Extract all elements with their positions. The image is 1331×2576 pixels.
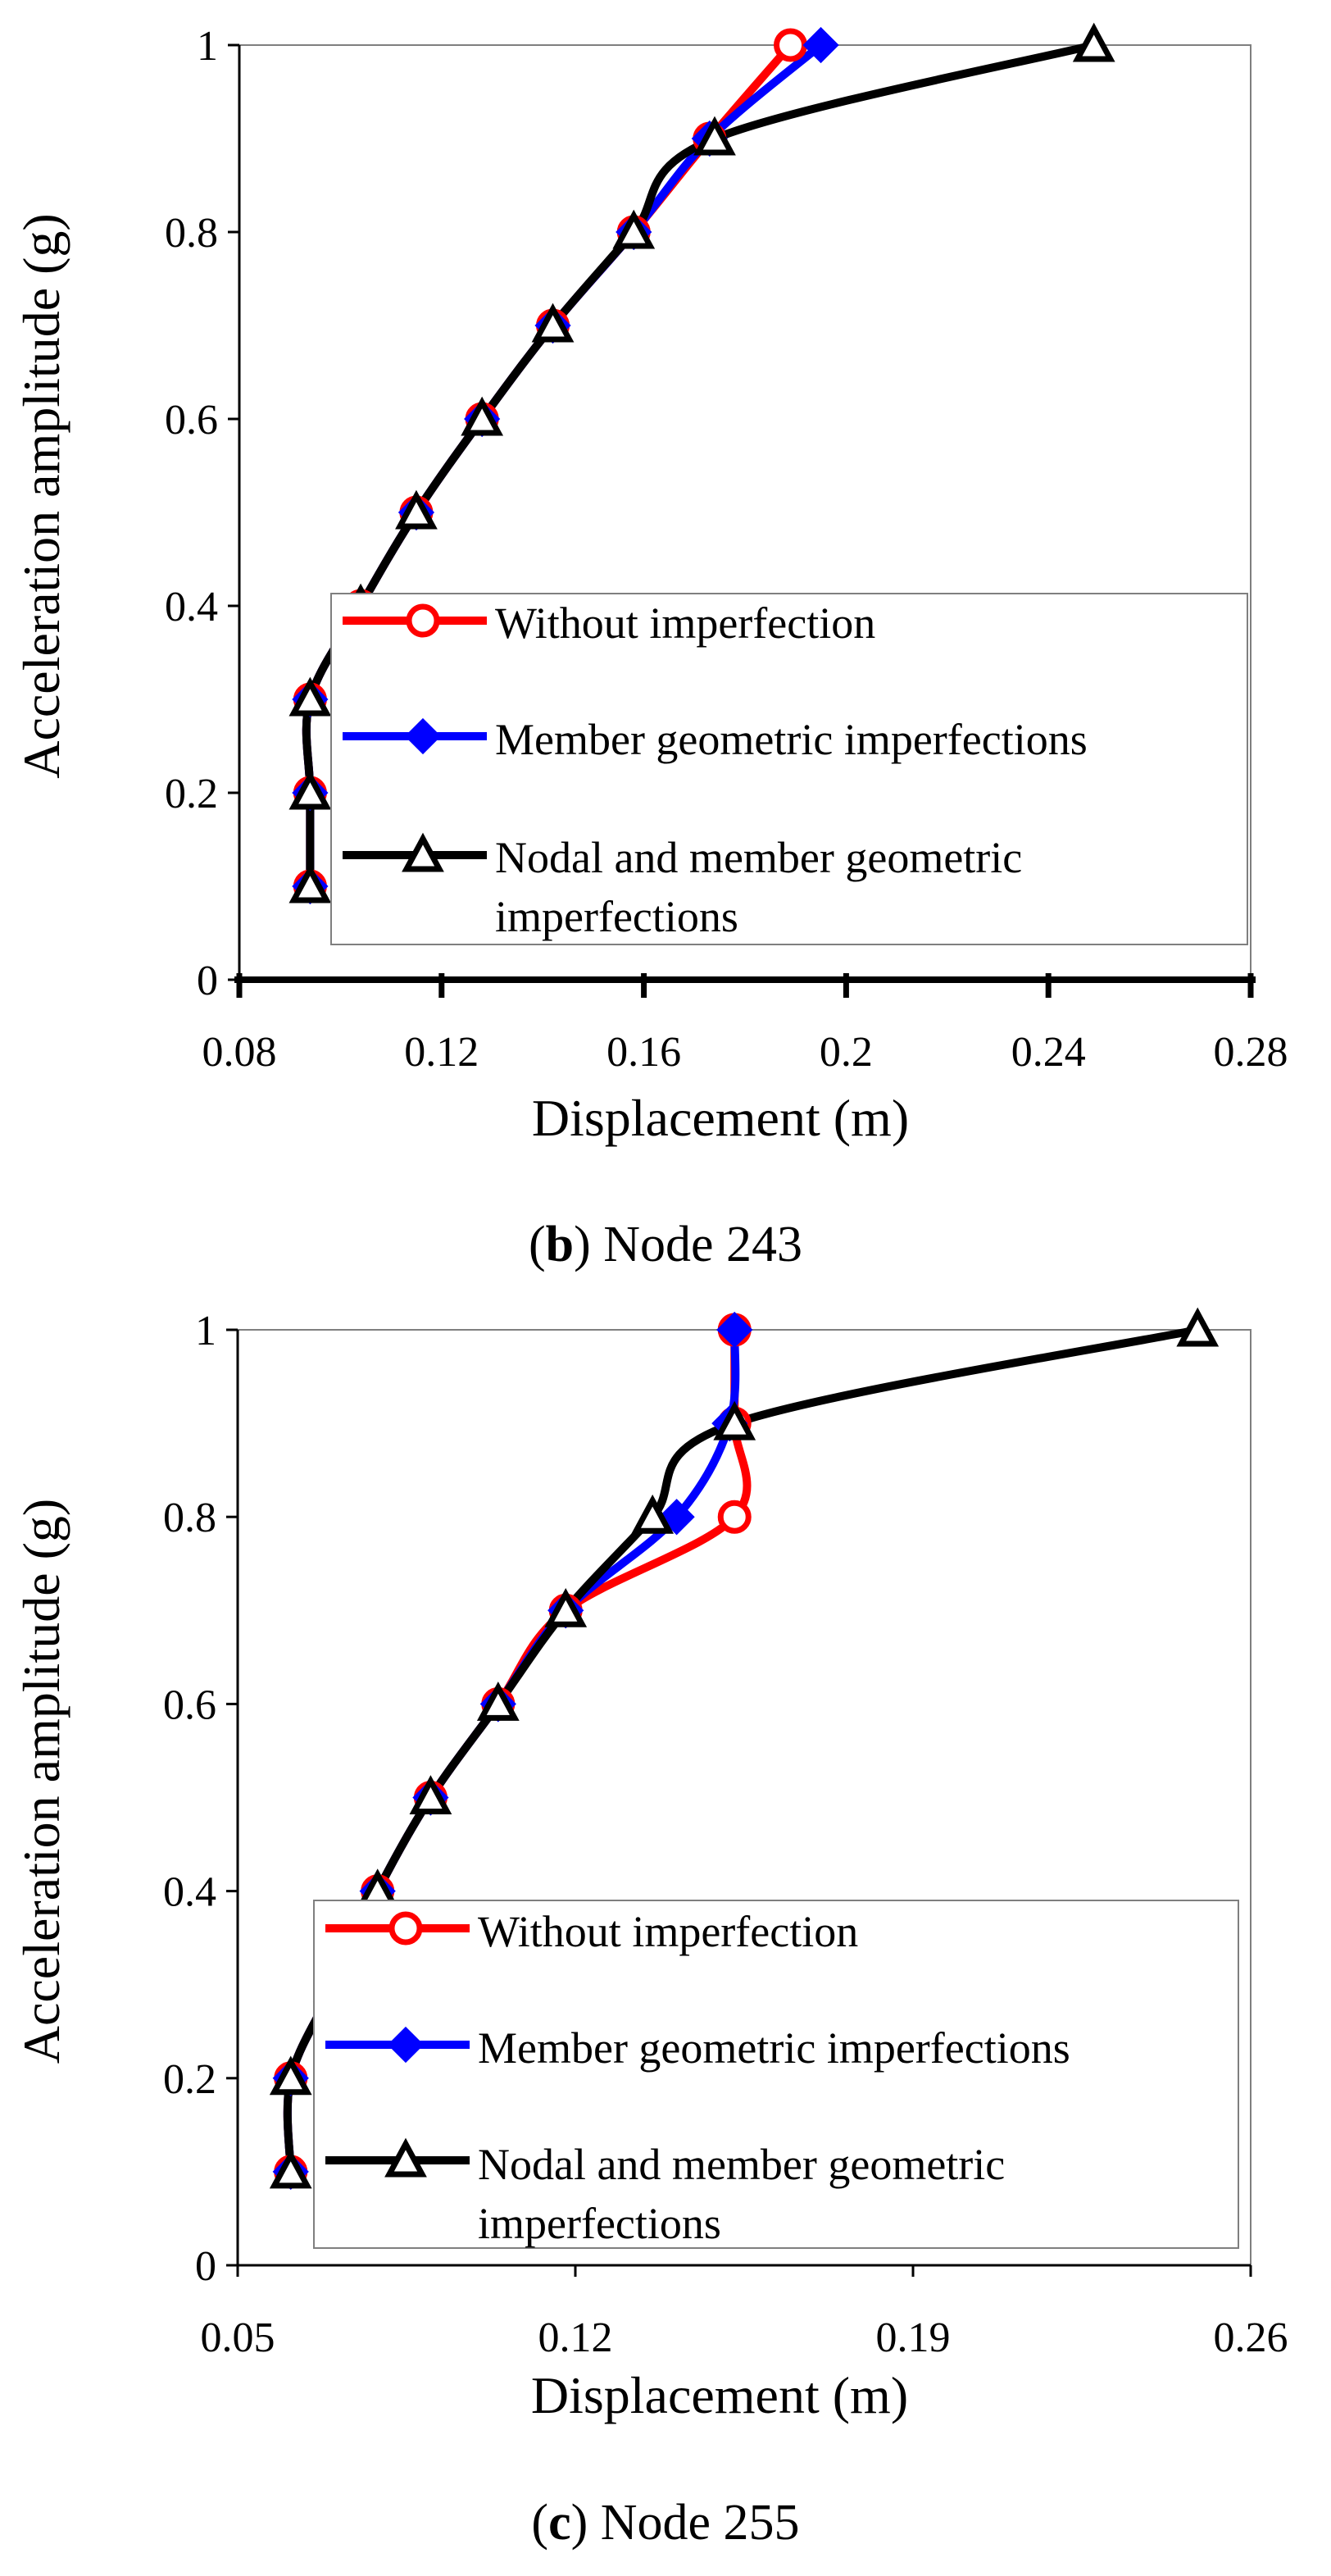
panel-caption: (c) Node 255 — [531, 2495, 799, 2551]
caption-paren-close: ) — [571, 2495, 601, 2551]
legend-marker-diamond — [404, 717, 442, 755]
y-tick-label: 0.2 — [163, 2056, 216, 2103]
data-point-triangle — [713, 1400, 756, 1440]
x-tick-label: 0.26 — [1214, 2314, 1288, 2361]
x-axis-title: Displacement (m) — [531, 2366, 908, 2424]
data-point-diamond — [716, 1311, 753, 1349]
legend-label-line: Nodal and member geometric — [478, 2140, 1005, 2189]
legend-label-line: Nodal and member geometric — [495, 833, 1022, 882]
legend-label: Without imperfection — [495, 598, 875, 648]
data-point-triangle — [395, 489, 438, 530]
legend-label: Nodal and member geometric imperfections — [495, 833, 1022, 941]
data-point-triangle — [476, 1682, 520, 1721]
data-point-triangle — [288, 770, 332, 810]
y-tick-label: 0.4 — [165, 584, 218, 630]
legend-label-line: imperfections — [478, 2199, 721, 2248]
chart-panel-c: 0 0.2 0.4 0.6 0.8 1 0.05 0.12 0.19 0.26 Displaceme… — [12, 1307, 1288, 2551]
legend-label-line: imperfections — [495, 892, 738, 941]
chart-panel-b: 0 0.2 0.4 0.6 0.8 1 0.08 0.12 0.16 0.2 0.24 0.28 Dis… — [12, 22, 1288, 1272]
y-tick-label: 0.2 — [165, 771, 218, 817]
y-tick-label: 0.6 — [165, 397, 218, 444]
panel-caption: (b) Node 243 — [529, 1217, 802, 1272]
caption-text: Node 243 — [603, 1217, 802, 1272]
x-tick-label: 0.16 — [606, 1029, 681, 1076]
y-tick-label: 0.8 — [165, 210, 218, 257]
legend-marker-circle — [406, 603, 440, 638]
y-tick-label: 0.8 — [163, 1495, 216, 1541]
data-point-triangle — [288, 676, 332, 717]
y-tick-label: 1 — [195, 1308, 216, 1354]
x-tick-label: 0.28 — [1214, 1029, 1288, 1076]
y-tick-label: 0 — [197, 958, 218, 1004]
data-point-triangle — [531, 303, 575, 343]
data-point-diamond — [802, 26, 839, 64]
x-tick-label: 0.05 — [201, 2314, 275, 2361]
legend: Without imperfection Member geometric imp… — [330, 593, 1248, 945]
x-tick-label: 0.12 — [538, 2314, 613, 2361]
data-point-triangle — [1072, 22, 1115, 62]
x-tick-label: 0.08 — [202, 1029, 277, 1076]
data-point-triangle — [269, 2055, 312, 2096]
data-point-triangle — [1176, 1307, 1220, 1347]
legend-label: Member geometric imperfections — [478, 2023, 1070, 2073]
legend-label: Without imperfection — [478, 1907, 858, 1956]
caption-letter: b — [546, 1217, 574, 1272]
data-point-circle — [717, 1500, 752, 1534]
caption-paren-open: ( — [531, 2495, 548, 2551]
legend-label: Nodal and member geometric imperfections — [478, 2140, 1005, 2248]
legend-marker-triangle — [384, 2137, 427, 2178]
legend-label: Member geometric imperfections — [495, 715, 1088, 764]
x-tick-label: 0.24 — [1011, 1029, 1086, 1076]
y-tick-label: 0.6 — [163, 1682, 216, 1728]
legend-marker-diamond — [387, 2026, 425, 2064]
x-tick-label: 0.19 — [876, 2314, 951, 2361]
caption-paren-open: ( — [529, 1217, 546, 1272]
y-tick-label: 0.4 — [163, 1869, 216, 1916]
data-point-triangle — [693, 116, 736, 156]
y-tick-label: 0 — [195, 2243, 216, 2290]
caption-paren-close: ) — [574, 1217, 603, 1272]
legend-box — [313, 1900, 1239, 2249]
data-point-triangle — [544, 1587, 588, 1627]
legend-box — [330, 593, 1248, 945]
caption-text: Node 255 — [601, 2495, 800, 2551]
data-point-circle — [774, 28, 808, 62]
legend-marker-triangle — [402, 832, 444, 872]
caption-letter: c — [548, 2495, 571, 2551]
x-axis-title: Displacement (m) — [532, 1089, 909, 1147]
data-point-triangle — [288, 863, 332, 903]
legend: Without imperfection Member geometric imp… — [313, 1900, 1239, 2249]
data-point-triangle — [461, 396, 504, 436]
legend-marker-circle — [388, 1911, 423, 1946]
x-tick-label: 0.2 — [820, 1029, 873, 1076]
y-tick-label: 1 — [197, 23, 218, 70]
data-point-triangle — [269, 2149, 312, 2189]
y-axis-title: Acceleration amplitude (g) — [12, 213, 70, 778]
data-point-triangle — [631, 1494, 675, 1534]
y-axis-title: Acceleration amplitude (g) — [12, 1499, 70, 2064]
data-point-triangle — [612, 209, 656, 249]
data-point-triangle — [409, 1775, 452, 1814]
x-tick-label: 0.12 — [404, 1029, 479, 1076]
